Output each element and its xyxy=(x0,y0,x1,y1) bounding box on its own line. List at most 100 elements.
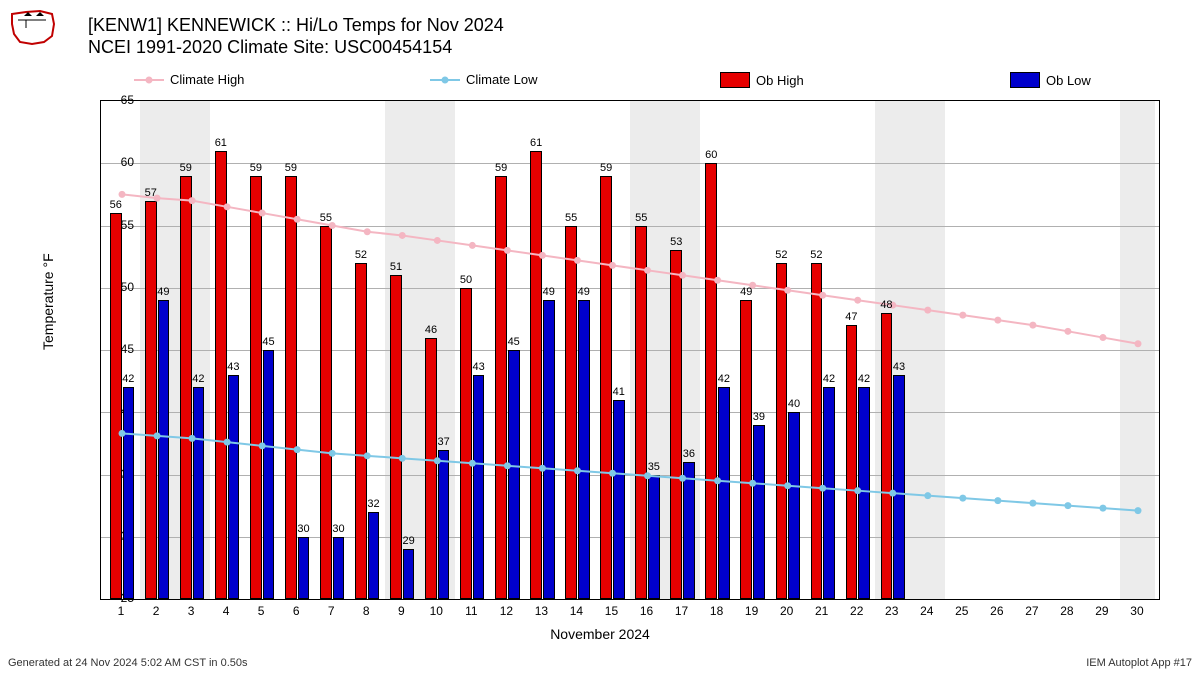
climate-low-line-marker xyxy=(644,472,651,479)
xtick-label: 1 xyxy=(106,604,136,618)
xtick-label: 24 xyxy=(912,604,942,618)
climate-low-line-marker xyxy=(854,487,861,494)
ob-low-bar-label: 29 xyxy=(402,535,414,547)
climate-high-line xyxy=(122,194,1138,343)
climate-low-line-marker xyxy=(329,450,336,457)
ob-high-bar-label: 55 xyxy=(635,212,647,224)
climate-high-line-marker xyxy=(539,252,546,259)
ob-low-bar-label: 40 xyxy=(788,398,800,410)
title-line-1: [KENW1] KENNEWICK :: Hi/Lo Temps for Nov… xyxy=(88,14,504,36)
climate-low-line-marker xyxy=(154,432,161,439)
climate-low-line-marker xyxy=(469,460,476,467)
xtick-label: 10 xyxy=(421,604,451,618)
xtick-label: 7 xyxy=(316,604,346,618)
ob-low-bar-label: 45 xyxy=(262,336,274,348)
ob-low-bar-label: 36 xyxy=(683,448,695,460)
ob-low-bar-label: 43 xyxy=(473,361,485,373)
climate-high-line-marker xyxy=(294,216,301,223)
footer-generated: Generated at 24 Nov 2024 5:02 AM CST in … xyxy=(8,657,248,669)
ob-low-bar-label: 42 xyxy=(192,373,204,385)
ob-low-bar-label: 30 xyxy=(297,523,309,535)
ob-high-bar-label: 61 xyxy=(530,137,542,149)
ob-high-bar-label: 56 xyxy=(110,199,122,211)
climate-high-line-marker xyxy=(854,297,861,304)
ob-high-bar-label: 59 xyxy=(285,162,297,174)
xtick-label: 12 xyxy=(491,604,521,618)
xtick-label: 20 xyxy=(772,604,802,618)
climate-low-line-marker xyxy=(294,446,301,453)
xtick-label: 26 xyxy=(982,604,1012,618)
climate-high-line-marker xyxy=(364,228,371,235)
xtick-label: 11 xyxy=(456,604,486,618)
climate-low-line-marker xyxy=(889,490,896,497)
ob-low-bar-label: 42 xyxy=(823,373,835,385)
xtick-label: 2 xyxy=(141,604,171,618)
climate-high-line-marker xyxy=(119,191,126,198)
legend-ob-high: Ob High xyxy=(720,72,804,88)
ob-low-bar-label: 42 xyxy=(122,373,134,385)
xtick-label: 18 xyxy=(702,604,732,618)
xtick-label: 6 xyxy=(281,604,311,618)
ob-low-bar-label: 49 xyxy=(543,286,555,298)
climate-low-line-marker xyxy=(364,452,371,459)
ob-low-bar-label: 42 xyxy=(718,373,730,385)
climate-low-line-marker xyxy=(399,455,406,462)
ob-high-bar-label: 59 xyxy=(250,162,262,174)
ob-high-bar-label: 47 xyxy=(845,311,857,323)
ob-high-bar-label: 59 xyxy=(495,162,507,174)
ob-low-bar-label: 32 xyxy=(367,498,379,510)
climate-low-line-marker xyxy=(1029,500,1036,507)
climate-high-line-marker xyxy=(714,277,721,284)
xtick-label: 27 xyxy=(1017,604,1047,618)
xtick-label: 29 xyxy=(1087,604,1117,618)
ob-low-bar-label: 37 xyxy=(437,436,449,448)
climate-high-line-marker xyxy=(469,242,476,249)
climate-low-line-marker xyxy=(1064,502,1071,509)
climate-high-line-marker xyxy=(1064,328,1071,335)
climate-high-line-marker xyxy=(504,247,511,254)
ob-low-bar-label: 49 xyxy=(157,286,169,298)
climate-low-line-marker xyxy=(679,475,686,482)
xtick-label: 8 xyxy=(351,604,381,618)
ob-high-bar-label: 53 xyxy=(670,236,682,248)
x-axis-label: November 2024 xyxy=(0,626,1200,642)
xtick-label: 4 xyxy=(211,604,241,618)
climate-low-line-marker xyxy=(189,435,196,442)
climate-high-line-marker xyxy=(994,317,1001,324)
climate-high-line-marker xyxy=(784,287,791,294)
ob-high-bar-label: 55 xyxy=(565,212,577,224)
climate-high-line-marker xyxy=(924,307,931,314)
ob-low-bar-label: 45 xyxy=(508,336,520,348)
climate-low-line-marker xyxy=(224,439,231,446)
xtick-label: 3 xyxy=(176,604,206,618)
ob-high-bar-label: 57 xyxy=(145,187,157,199)
climate-high-line-marker xyxy=(679,272,686,279)
climate-low-line-marker xyxy=(1134,507,1141,514)
xtick-label: 5 xyxy=(246,604,276,618)
xtick-label: 9 xyxy=(386,604,416,618)
climate-high-line-marker xyxy=(1099,334,1106,341)
y-axis-label: Temperature °F xyxy=(40,253,56,350)
climate-high-line-marker xyxy=(224,203,231,210)
title-line-2: NCEI 1991-2020 Climate Site: USC00454154 xyxy=(88,36,504,58)
ob-high-bar-label: 59 xyxy=(600,162,612,174)
climate-low-line-marker xyxy=(609,470,616,477)
xtick-label: 21 xyxy=(807,604,837,618)
xtick-label: 13 xyxy=(526,604,556,618)
climate-high-line-marker xyxy=(959,312,966,319)
ob-low-bar-label: 39 xyxy=(753,411,765,423)
climate-low-line-marker xyxy=(1099,505,1106,512)
climate-low-line-marker xyxy=(434,457,441,464)
ob-low-bar-label: 35 xyxy=(648,461,660,473)
ob-low-bar-label: 30 xyxy=(332,523,344,535)
climate-high-line-marker xyxy=(1029,322,1036,329)
climate-high-line-marker xyxy=(434,237,441,244)
ob-high-bar-label: 61 xyxy=(215,137,227,149)
ob-high-bar-label: 50 xyxy=(460,274,472,286)
ob-low-bar-label: 42 xyxy=(858,373,870,385)
climate-low-line-marker xyxy=(119,430,126,437)
climate-high-line-marker xyxy=(259,210,266,217)
ob-high-bar-label: 49 xyxy=(740,286,752,298)
plot-area: 5657596159595552514650596155595553604952… xyxy=(100,100,1160,600)
ob-high-bar-label: 48 xyxy=(880,299,892,311)
